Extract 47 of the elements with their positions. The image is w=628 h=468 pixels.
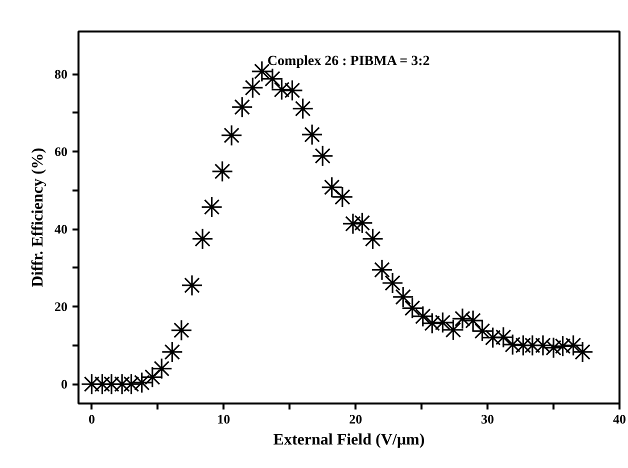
point	[192, 228, 214, 250]
point	[131, 372, 153, 394]
point	[262, 68, 284, 90]
point	[572, 341, 594, 363]
y-tick-label: 20	[54, 299, 68, 314]
point	[382, 272, 404, 294]
point	[402, 297, 424, 319]
point	[462, 310, 484, 332]
point	[371, 259, 393, 281]
point	[312, 145, 334, 167]
point	[242, 76, 264, 98]
point	[532, 334, 554, 356]
x-tick-label: 40	[613, 412, 626, 426]
point	[471, 320, 494, 342]
point	[181, 274, 203, 296]
point	[442, 319, 464, 341]
point	[562, 334, 584, 356]
point	[412, 306, 434, 328]
y-tick-label: 40	[54, 222, 68, 237]
point	[142, 366, 164, 388]
point	[220, 124, 242, 146]
y-tick-label: 0	[61, 376, 68, 392]
point	[321, 176, 343, 198]
point	[231, 96, 253, 118]
point	[492, 326, 514, 348]
point	[452, 308, 474, 330]
point	[301, 124, 323, 146]
point	[170, 319, 192, 342]
y-axis-title: Diffr. Efficiency (%)	[30, 148, 46, 288]
point	[392, 286, 414, 308]
point	[161, 341, 183, 363]
x-tick-label: 20	[349, 412, 362, 426]
point	[502, 334, 524, 356]
point	[292, 98, 314, 120]
x-tick-label: 30	[481, 412, 494, 426]
y-tick-label: 80	[54, 66, 68, 82]
x-tick-label: 0	[88, 412, 95, 426]
y-tick-label: 60	[54, 144, 68, 160]
point	[212, 160, 234, 182]
point	[362, 228, 384, 250]
x-axis-title: External Field (V/µm)	[273, 432, 425, 448]
point	[332, 186, 354, 208]
point	[421, 312, 443, 334]
x-tick-label: 10	[217, 412, 230, 426]
point	[150, 358, 172, 380]
point	[200, 196, 223, 218]
text: Complex 26 : PIBMA = 3:2	[267, 54, 430, 69]
